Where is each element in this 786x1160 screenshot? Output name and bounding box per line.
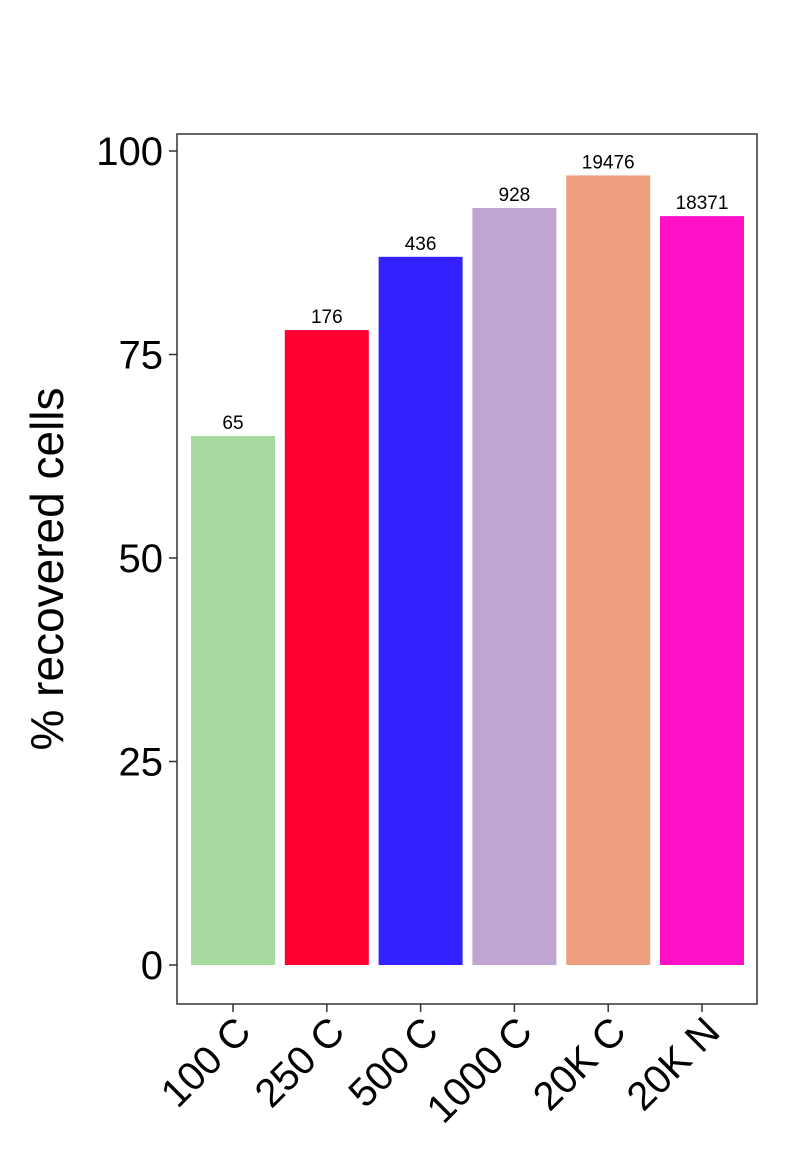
bar-3	[472, 207, 557, 966]
y-tick-label-1: 25	[119, 741, 164, 785]
y-tick-label-0: 0	[141, 944, 163, 988]
bar-1	[284, 330, 369, 966]
x-tick-label-0: 100 C	[153, 1009, 260, 1116]
bar-4	[566, 175, 651, 966]
y-axis-title: % recovered cells	[21, 387, 73, 750]
data-label-1: 176	[311, 307, 343, 328]
bars-group: 65 176 436 928 19476 18371	[191, 152, 744, 966]
bar-5	[660, 216, 744, 965]
x-tick-label-5: 20K N	[619, 1009, 729, 1119]
y-axis: 0 25 50 75 100	[96, 130, 177, 988]
data-label-2: 436	[405, 234, 437, 255]
x-tick-label-4: 20K C	[525, 1009, 635, 1119]
data-label-4: 19476	[582, 152, 635, 173]
data-label-3: 928	[499, 185, 531, 206]
y-tick-label-2: 50	[119, 537, 164, 581]
x-tick-label-3: 1000 C	[418, 1009, 540, 1131]
bar-2	[378, 256, 463, 965]
bar-0	[191, 435, 275, 965]
y-tick-label-4: 100	[96, 130, 163, 174]
data-label-0: 65	[222, 413, 243, 434]
data-label-5: 18371	[676, 193, 729, 214]
y-tick-label-3: 75	[119, 334, 164, 378]
x-tick-label-1: 250 C	[247, 1009, 354, 1116]
